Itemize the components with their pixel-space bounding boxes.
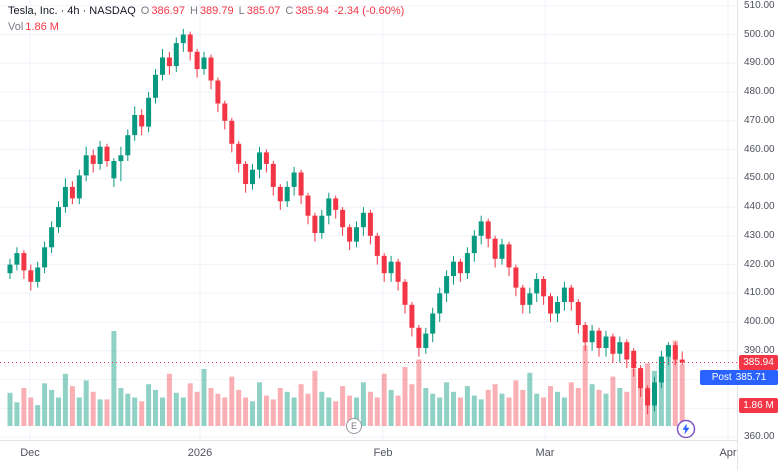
boost-lightning-icon[interactable] (676, 419, 696, 439)
high-label: H (189, 5, 198, 17)
time-tick-label: Dec (20, 447, 40, 459)
price-tick-label: 480.00 (744, 86, 775, 97)
post-price-badge: Post 385.71 (700, 370, 778, 385)
price-tick-label: 420.00 (744, 259, 775, 270)
price-tick-label: 440.00 (744, 201, 775, 212)
open-value: 386.97 (151, 5, 185, 17)
chart-legend: Tesla, Inc. · 4h · NASDAQ O 386.97 H 389.7… (8, 3, 404, 35)
time-tick-label: Feb (373, 447, 393, 459)
price-tick-label: 410.00 (744, 287, 775, 298)
time-tick-label: Apr (719, 447, 737, 459)
last-price-badge: 385.94 (739, 355, 778, 370)
close-value: 385.94 (295, 5, 329, 17)
time-tick-label: Mar (535, 447, 555, 459)
post-value: 385.71 (735, 372, 767, 383)
volume-badge: 1.86 M (739, 398, 778, 413)
price-tick-label: 510.00 (744, 0, 775, 11)
symbol-title[interactable]: Tesla, Inc. · 4h · NASDAQ (8, 5, 136, 17)
price-tick-label: 490.00 (744, 57, 775, 68)
close-label: C (285, 5, 294, 17)
price-tick-label: 390.00 (744, 345, 775, 356)
open-label: O (140, 5, 150, 17)
price-axis[interactable]: 510.00 500.00 490.00 480.00 470.00 460.00 450.… (737, 0, 780, 470)
post-label: Post (711, 372, 732, 383)
price-tick-label: 500.00 (744, 29, 775, 40)
volume-value: 1.86 M (25, 21, 59, 33)
high-value: 389.79 (199, 5, 234, 17)
price-tick-label: 430.00 (744, 230, 775, 241)
low-value: 385.07 (246, 5, 281, 17)
price-tick-label: 470.00 (744, 115, 775, 126)
time-axis[interactable]: Dec 2026 Feb Mar Apr (0, 440, 737, 470)
earnings-marker-icon[interactable]: E (346, 418, 362, 434)
change-value: -2.34 (-0.60%) (333, 5, 405, 17)
price-tick-label: 400.00 (744, 316, 775, 327)
volume-label: Vol (8, 21, 24, 33)
legend-row-volume: Vol 1.86 M (8, 19, 404, 35)
low-label: L (238, 5, 245, 17)
time-tick-label: 2026 (187, 447, 213, 459)
price-tick-label: 360.00 (744, 431, 775, 442)
legend-row-symbol: Tesla, Inc. · 4h · NASDAQ O 386.97 H 389.7… (8, 3, 404, 19)
price-tick-label: 460.00 (744, 144, 775, 155)
price-tick-label: 450.00 (744, 172, 775, 183)
